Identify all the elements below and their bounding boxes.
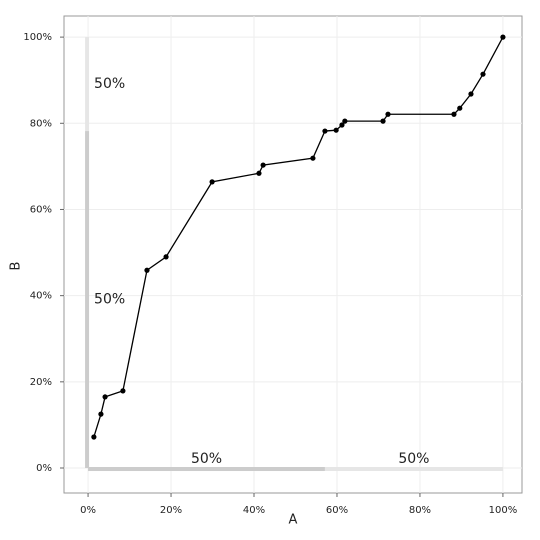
- y-segment-label: 50%: [94, 76, 125, 92]
- x-tick-label: 60%: [326, 505, 348, 516]
- point: [342, 118, 348, 124]
- x-tick-label: 20%: [160, 505, 182, 516]
- point: [451, 111, 457, 117]
- point: [385, 111, 391, 117]
- x-segment: [88, 467, 325, 472]
- x-axis-label: A: [289, 513, 298, 528]
- point: [102, 394, 108, 400]
- point: [260, 162, 266, 168]
- point: [500, 34, 506, 40]
- point: [256, 170, 262, 176]
- x-segment-label: 50%: [191, 451, 222, 467]
- y-tick-label: 60%: [30, 204, 52, 215]
- x-tick-label: 80%: [409, 505, 431, 516]
- point: [339, 122, 345, 128]
- point: [468, 91, 474, 97]
- y-axis-label: B: [9, 262, 24, 271]
- point: [163, 254, 169, 260]
- point: [120, 388, 126, 394]
- y-segment-label: 50%: [94, 292, 125, 308]
- plot-panel: [63, 15, 523, 494]
- point: [333, 127, 339, 133]
- point: [209, 179, 215, 185]
- point: [322, 128, 328, 134]
- x-tick-label: 40%: [243, 505, 265, 516]
- y-tick-label: 80%: [30, 118, 52, 129]
- point: [480, 71, 486, 77]
- y-tick-label: 40%: [30, 291, 52, 302]
- y-segment: [85, 131, 90, 469]
- point: [457, 105, 463, 111]
- point: [380, 118, 386, 124]
- y-segment: [85, 37, 90, 132]
- point: [98, 411, 104, 417]
- x-tick-label: 100%: [489, 505, 518, 516]
- y-tick-label: 0%: [36, 463, 52, 474]
- x-segment: [324, 467, 503, 472]
- y-tick-label: 20%: [30, 377, 52, 388]
- x-segment-label: 50%: [398, 451, 429, 467]
- x-tick-label: 0%: [80, 505, 96, 516]
- point: [144, 267, 150, 273]
- y-tick-label: 100%: [23, 32, 52, 43]
- point: [91, 434, 97, 440]
- point: [310, 155, 316, 161]
